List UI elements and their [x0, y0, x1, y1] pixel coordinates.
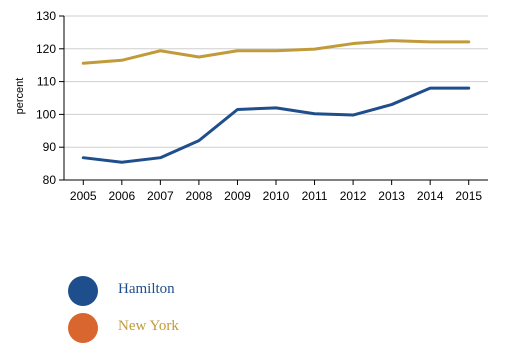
y-axis-ticks: 80 90 100 110 120 130	[36, 9, 64, 187]
x-tick-label-2013: 2013	[378, 189, 405, 203]
x-tick-label-2011: 2011	[302, 189, 328, 203]
x-tick-label-2008: 2008	[186, 189, 213, 203]
legend-label-new-york: New York	[118, 318, 179, 334]
y-tick-label-130: 130	[36, 9, 56, 23]
y-tick-label-100: 100	[36, 107, 56, 121]
line-chart: 80 90 100 110 120 130 2005 2006 2007 2008 2009 201…	[14, 9, 488, 203]
y-tick-label-120: 120	[36, 42, 56, 56]
series-line-hamilton	[81, 86, 471, 164]
x-tick-label-2007: 2007	[147, 189, 174, 203]
legend-dot-new-york	[68, 313, 98, 343]
y-axis-label: percent	[14, 78, 26, 115]
x-tick-label-2006: 2006	[108, 189, 135, 203]
x-tick-label-2005: 2005	[70, 189, 97, 203]
x-tick-label-2009: 2009	[224, 189, 251, 203]
y-tick-label-110: 110	[37, 75, 56, 89]
x-tick-label-2012: 2012	[340, 189, 367, 203]
series-line-new-york	[81, 39, 471, 65]
grid-lines	[64, 15, 488, 148]
y-tick-label-80: 80	[43, 173, 57, 187]
x-tick-label-2015: 2015	[455, 189, 482, 203]
x-axis-ticks: 2005 2006 2007 2008 2009 2010 2011 2012 2013 2014…	[70, 180, 482, 203]
legend-dot-hamilton	[68, 276, 98, 306]
y-tick-label-90: 90	[43, 140, 57, 154]
legend-label-hamilton: Hamilton	[118, 281, 175, 297]
x-tick-label-2014: 2014	[417, 189, 444, 203]
x-tick-label-2010: 2010	[263, 189, 290, 203]
series-lines	[81, 39, 471, 164]
